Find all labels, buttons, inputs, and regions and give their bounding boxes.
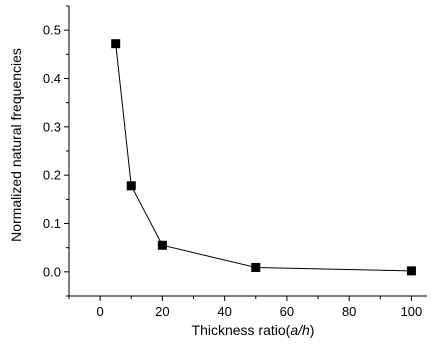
y-tick-label: 0.3	[43, 119, 61, 134]
series-line	[115, 43, 412, 272]
y-tick-label: 0.1	[43, 216, 61, 231]
y-tick-label: 0.2	[43, 168, 61, 183]
data-point	[406, 266, 416, 276]
data-point	[251, 262, 261, 272]
x-axis-title-part-2: a/h	[290, 322, 310, 338]
x-tick-label: 60	[280, 304, 294, 319]
x-tick-label: 40	[217, 304, 231, 319]
data-point	[157, 240, 167, 250]
y-axis-title: Normalized natural frequencies	[8, 48, 24, 242]
y-tick-label: 0.5	[43, 23, 61, 38]
x-axis-title-part-1: Thickness ratio(	[192, 322, 291, 338]
y-tick-label: 0.4	[43, 71, 61, 86]
y-ticks: 0.0 0.1 0.2 0.3 0.4 0.5	[43, 5, 69, 297]
axes	[68, 6, 427, 297]
x-axis-title-part-3: )	[310, 322, 315, 338]
x-tick-label: 0	[97, 304, 104, 319]
series-layer	[111, 39, 416, 276]
data-point	[126, 181, 136, 191]
x-tick-label: 100	[401, 304, 423, 319]
x-tick-label: 20	[155, 304, 169, 319]
data-point	[111, 39, 121, 49]
x-ticks: 0 20 40 60 80 100	[68, 296, 423, 319]
x-tick-label: 80	[342, 304, 356, 319]
x-axis-title: Thickness ratio(a/h)	[192, 322, 315, 338]
y-tick-label: 0.0	[43, 264, 61, 279]
